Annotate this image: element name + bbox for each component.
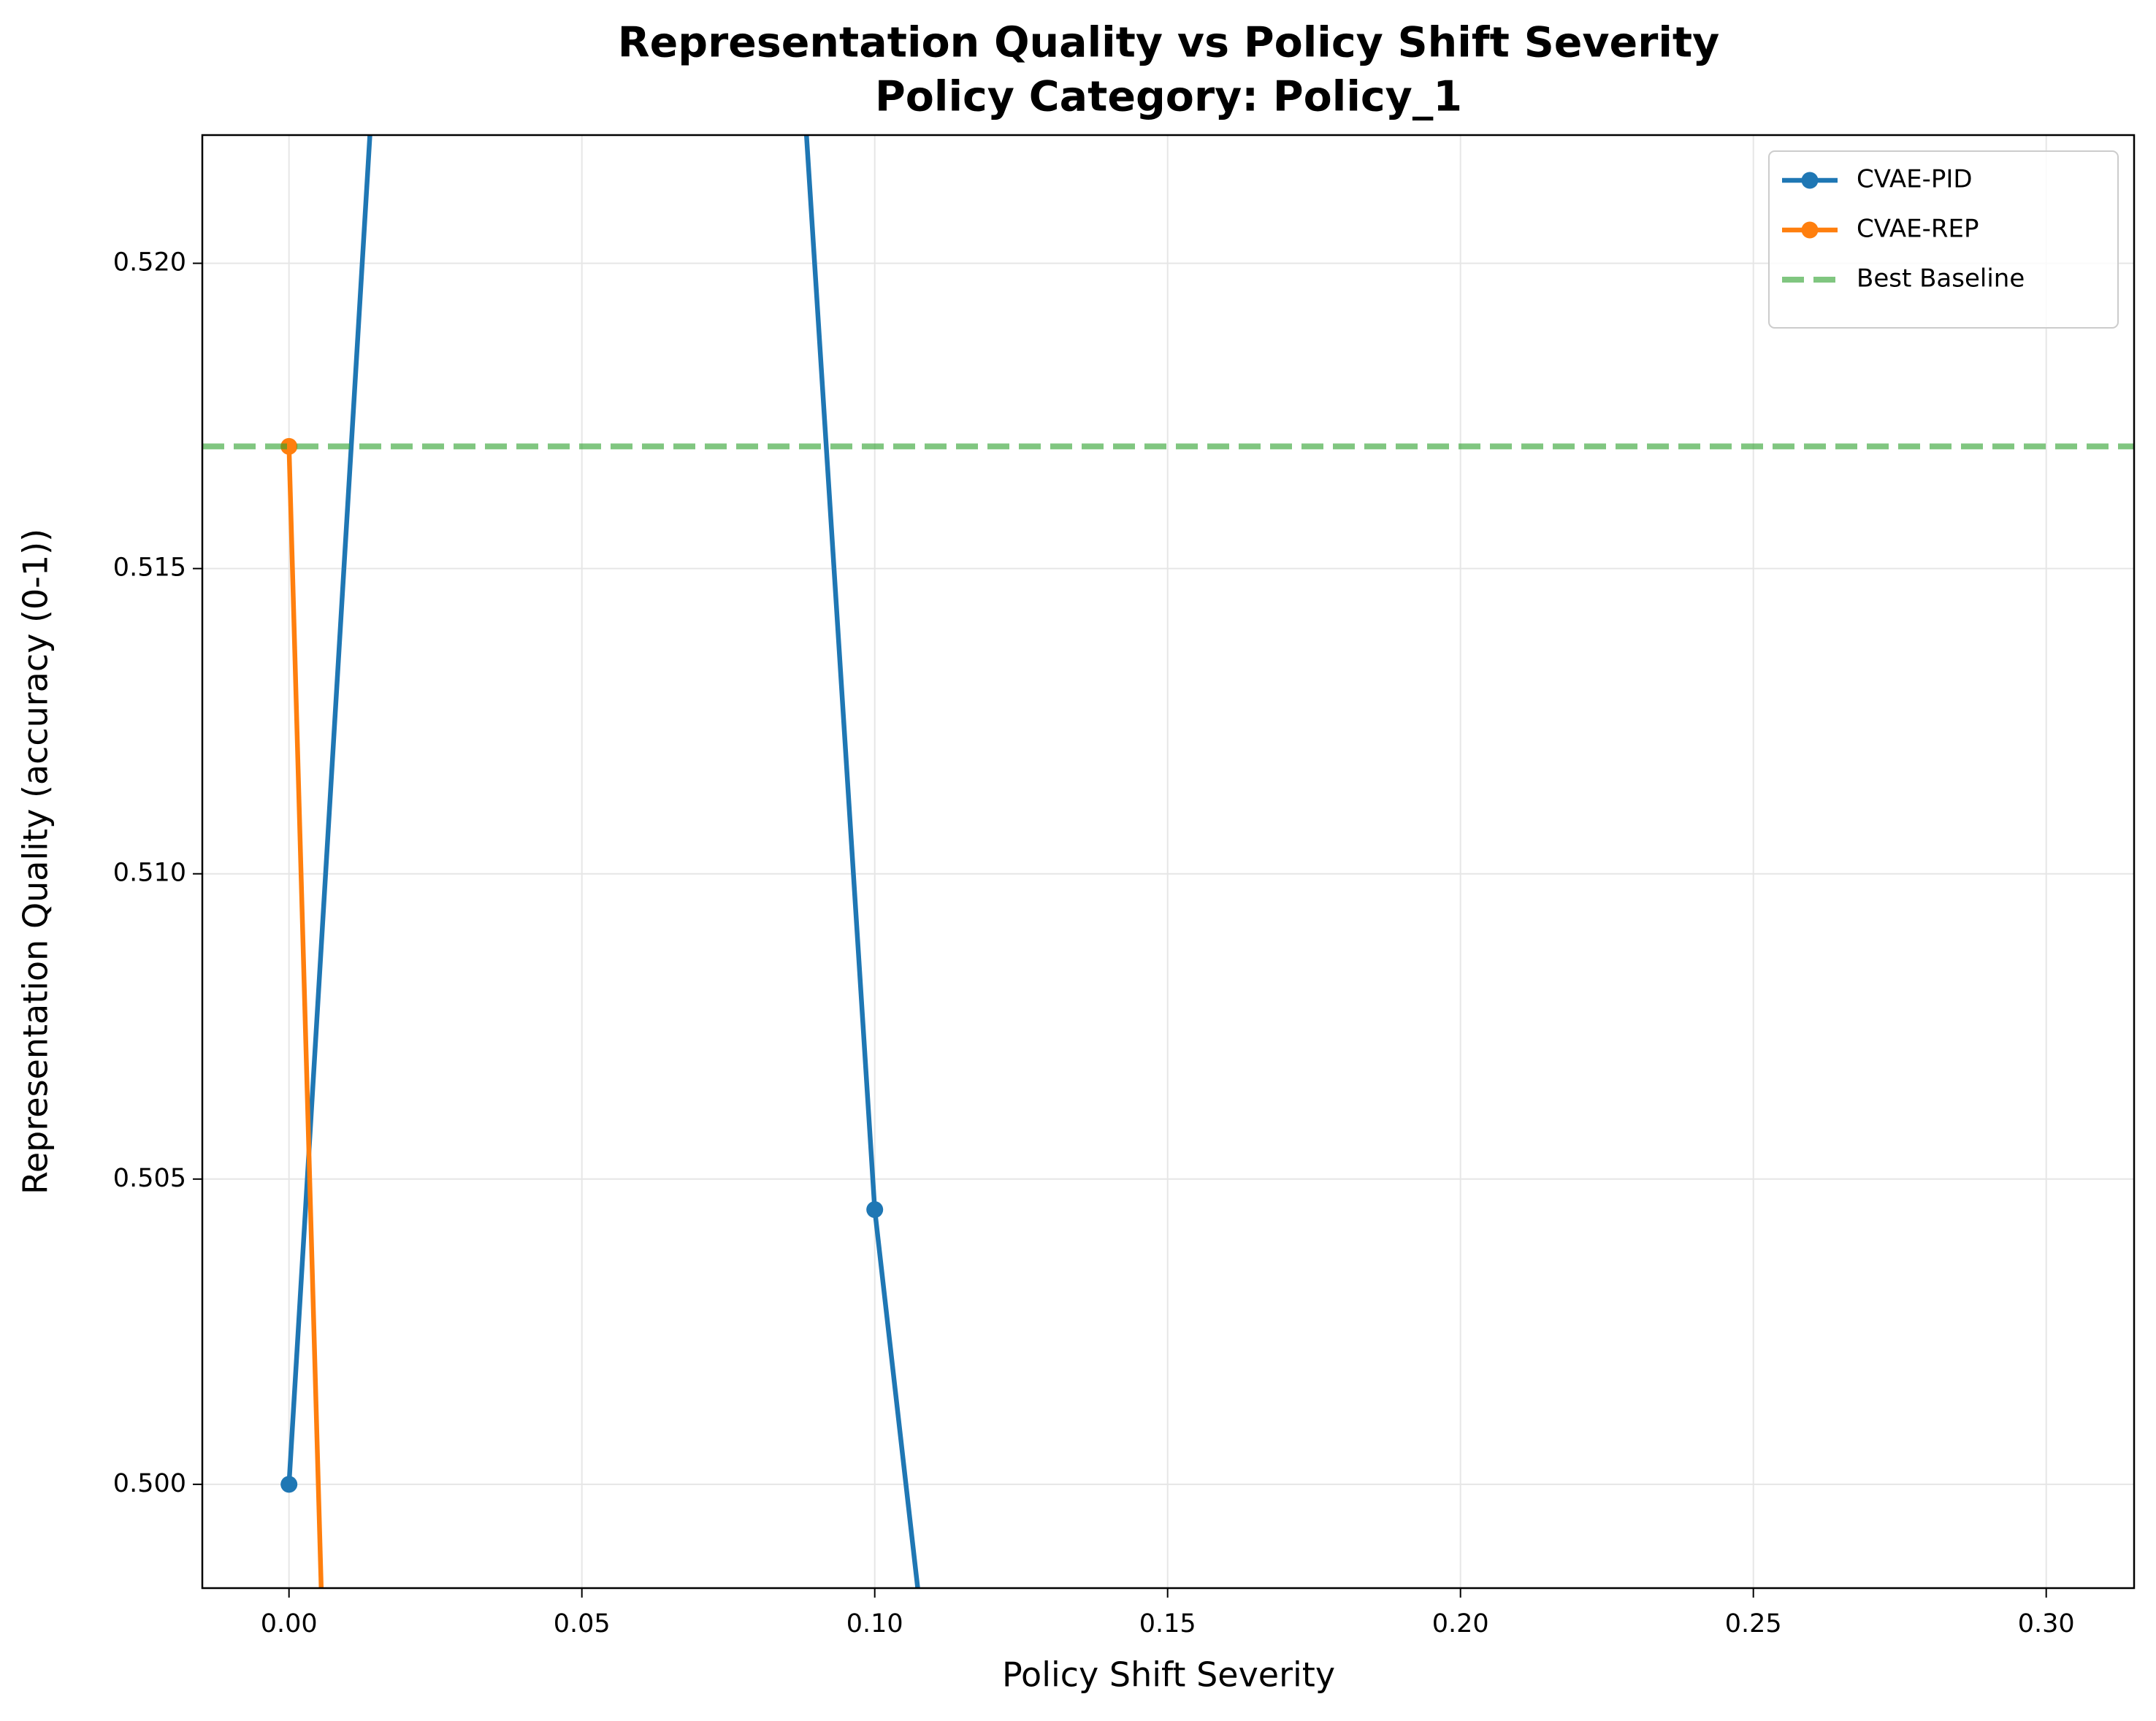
y-axis-label: Representation Quality (accuracy (0-1)) (16, 529, 56, 1195)
legend-marker (1801, 221, 1819, 239)
x-tick-label: 0.25 (1725, 1609, 1782, 1638)
x-tick-label: 0.15 (1139, 1609, 1196, 1638)
y-tick-label: 0.520 (113, 248, 186, 277)
x-tick-label: 0.00 (261, 1609, 318, 1638)
plot-frame (201, 134, 2136, 1590)
x-axis-label: Policy Shift Severity (1002, 1655, 1335, 1695)
chart-subtitle: Policy Category: Policy_1 (875, 73, 1462, 121)
plot-area (202, 135, 2134, 1588)
x-tick-label: 0.10 (846, 1609, 903, 1638)
legend-label: Best Baseline (1857, 264, 2025, 294)
x-tick-label: 0.30 (2018, 1609, 2075, 1638)
y-tick-label: 0.515 (113, 553, 186, 583)
legend-marker (1801, 172, 1819, 189)
series-marker (280, 1476, 298, 1493)
series-marker (280, 437, 298, 455)
legend-box (1768, 150, 2119, 329)
y-tick-label: 0.505 (113, 1164, 186, 1193)
series-marker (866, 1201, 884, 1219)
legend-label: CVAE-PID (1857, 165, 1973, 194)
x-tick-label: 0.05 (554, 1609, 611, 1638)
legend-label: CVAE-REP (1857, 215, 1979, 244)
x-tick-label: 0.20 (1432, 1609, 1489, 1638)
y-tick-label: 0.500 (113, 1469, 186, 1498)
chart-title: Representation Quality vs Policy Shift S… (618, 19, 1720, 67)
y-tick-label: 0.510 (113, 859, 186, 888)
